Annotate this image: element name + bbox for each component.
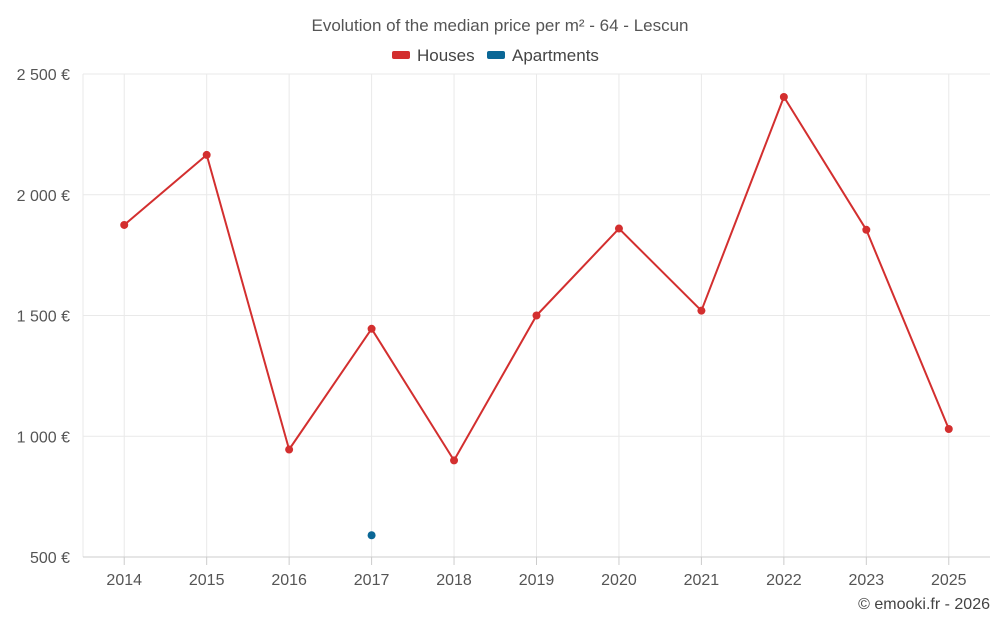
x-tick-label: 2023 bbox=[849, 572, 885, 589]
y-tick-label: 1 000 € bbox=[17, 429, 70, 446]
data-point-houses bbox=[120, 220, 129, 229]
legend-swatch-houses bbox=[392, 51, 410, 59]
chart-title: Evolution of the median price per m² - 6… bbox=[311, 16, 688, 35]
x-tick-label: 2018 bbox=[436, 572, 472, 589]
legend-label-apartments: Apartments bbox=[512, 46, 599, 65]
data-point-houses bbox=[532, 311, 541, 320]
y-tick-label: 500 € bbox=[30, 550, 70, 567]
series-layer bbox=[120, 92, 953, 540]
data-point-houses bbox=[450, 456, 459, 465]
legend[interactable]: Houses Apartments bbox=[392, 46, 599, 65]
legend-item-apartments[interactable]: Apartments bbox=[487, 46, 599, 65]
x-tick-label: 2022 bbox=[766, 572, 802, 589]
data-point-houses bbox=[285, 445, 294, 454]
axis-layer: 500 € 1 000 € 1 500 € 2 000 € 2 500 € 2014 201… bbox=[17, 67, 990, 589]
legend-label-houses: Houses bbox=[417, 46, 475, 65]
data-point-houses bbox=[367, 324, 376, 333]
data-point-houses bbox=[697, 306, 706, 315]
data-point-houses bbox=[779, 92, 788, 101]
legend-swatch-apartments bbox=[487, 51, 505, 59]
y-tick-label: 1 500 € bbox=[17, 309, 70, 326]
y-tick-label: 2 500 € bbox=[17, 67, 70, 84]
data-point-houses bbox=[202, 150, 211, 159]
x-tick-label: 2025 bbox=[931, 572, 967, 589]
y-tick-label: 2 000 € bbox=[17, 188, 70, 205]
x-tick-label: 2020 bbox=[601, 572, 637, 589]
x-tick-label: 2019 bbox=[519, 572, 555, 589]
data-point-houses bbox=[862, 225, 871, 234]
x-tick-label: 2016 bbox=[271, 572, 307, 589]
data-point-apartments bbox=[367, 531, 376, 540]
data-point-houses bbox=[614, 224, 623, 233]
x-tick-label: 2014 bbox=[106, 572, 142, 589]
x-tick-label: 2017 bbox=[354, 572, 390, 589]
credit-text: © emooki.fr - 2026 bbox=[858, 596, 990, 613]
legend-item-houses[interactable]: Houses bbox=[392, 46, 475, 65]
x-tick-label: 2015 bbox=[189, 572, 225, 589]
data-point-houses bbox=[944, 425, 953, 434]
x-tick-label: 2021 bbox=[684, 572, 720, 589]
